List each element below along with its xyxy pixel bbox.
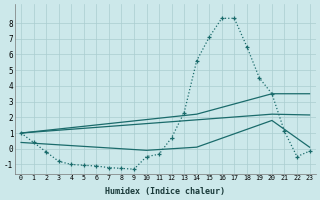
X-axis label: Humidex (Indice chaleur): Humidex (Indice chaleur) — [105, 187, 225, 196]
